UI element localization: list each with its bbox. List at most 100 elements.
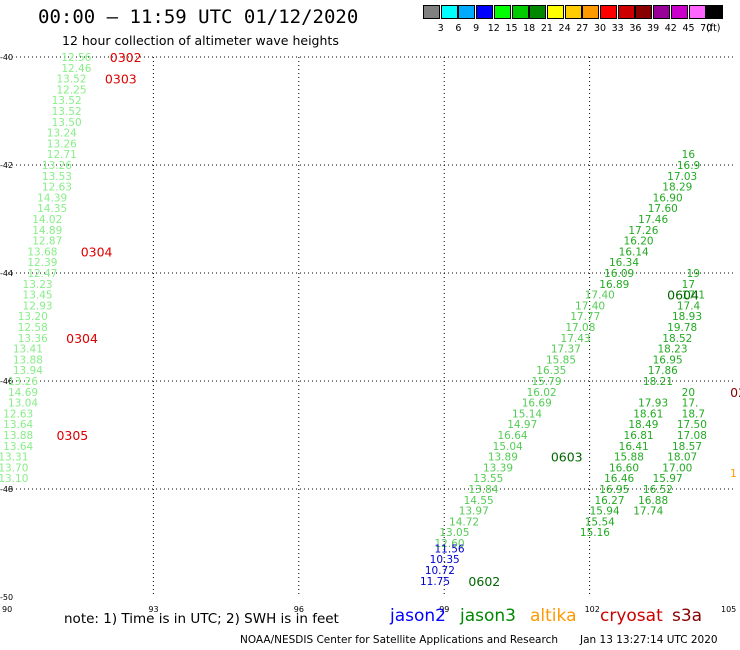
swh-point-jason3: 17.03 [667, 171, 697, 183]
colorbar-cell [582, 5, 600, 19]
grid-lines [8, 56, 735, 597]
page-subtitle: 12 hour collection of altimeter wave hei… [62, 33, 339, 48]
swh-point-jason3: 14.69 [8, 387, 38, 399]
swh-point-jason3: 12.58 [18, 322, 48, 334]
time-label: 0305 [56, 428, 88, 443]
swh-point-jason3: 13.26 [42, 160, 72, 172]
swh-point-jason3: 13.52 [52, 106, 82, 118]
swh-point-jason3: 13.23 [23, 279, 53, 291]
swh-point-jason3: 13.41 [13, 344, 43, 356]
swh-point-jason3: 18.07 [667, 452, 697, 464]
colorbar-label: 6 [455, 23, 462, 34]
swh-point-jason3: 13.04 [8, 398, 38, 410]
swh-point-jason3: 12.25 [56, 84, 86, 96]
swh-point-jason3: 13.97 [459, 506, 489, 518]
footer-credit: NOAA/NESDIS Center for Satellite Applica… [240, 634, 558, 646]
swh-point-jason3: 16.34 [609, 257, 639, 269]
time-label: 0304 [66, 331, 98, 346]
colorbar-label: 45 [682, 23, 695, 34]
time-label: 0604 [667, 288, 699, 303]
swh-point-jason3: 13.88 [3, 430, 33, 442]
colorbar-cell [635, 5, 653, 19]
swh-point-jason3: 17.46 [638, 214, 668, 226]
swh-point-jason3: 13.31 [0, 452, 28, 464]
page-title: 00:00 — 11:59 UTC 01/12/2020 [38, 6, 359, 28]
swh-point-jason3: 17.26 [628, 225, 658, 237]
swh-point-jason3: 16.89 [599, 279, 629, 291]
swh-point-jason3: 14.35 [37, 203, 67, 215]
swh-point-jason2: 11.56 [435, 543, 465, 555]
time-label: 0304 [81, 244, 113, 259]
colorbar-cell [706, 5, 724, 19]
swh-point-jason3: 17.43 [561, 333, 591, 345]
swh-point-jason3: 12.71 [47, 149, 77, 161]
swh-point-jason3: 16.46 [604, 473, 634, 485]
y-tick-label: -48 [0, 485, 13, 494]
swh-point-jason3: 16.02 [527, 387, 557, 399]
swh-point-jason3: 18.23 [657, 344, 687, 356]
colorbar-label: 36 [629, 23, 642, 34]
swh-point-jason3: 15.85 [546, 354, 576, 366]
swh-point-jason3: 17.50 [677, 419, 707, 431]
colorbar-label: 42 [664, 23, 677, 34]
swh-point-jason3: 13.52 [56, 74, 86, 86]
colorbar-label: 39 [647, 23, 660, 34]
footer-timestamp: Jan 13 13:27:14 UTC 2020 [580, 634, 718, 646]
swh-point-jason3: 13.64 [3, 419, 33, 431]
swh-point-jason3: 14.72 [449, 516, 479, 528]
swh-point-jason3: 13.45 [23, 290, 53, 302]
time-label: 0302 [110, 50, 142, 65]
swh-point-jason3: 17.00 [662, 462, 692, 474]
colorbar-cell [546, 5, 564, 19]
colorbar-cell [440, 5, 458, 19]
swh-point-jason3: 12.46 [61, 63, 91, 75]
swh-point-jason3: 17.86 [648, 365, 678, 377]
colorbar-label: 33 [611, 23, 624, 34]
swh-point-jason3: 13.55 [473, 473, 503, 485]
swh-point-jason3: 12.93 [23, 300, 53, 312]
colorbar-cell [600, 5, 617, 19]
swh-point-jason3: 17. [682, 398, 699, 410]
swh-point-jason3: 14.02 [32, 214, 62, 226]
swh-point-jason3: 16.27 [594, 495, 624, 507]
time-label: 02 [730, 385, 740, 400]
swh-point-jason3: 15.88 [614, 452, 644, 464]
swh-point-jason3: 13.36 [18, 333, 48, 345]
y-tick-label: -44 [0, 269, 13, 278]
swh-point-jason3: 19 [687, 268, 700, 280]
swh-point-jason3: 13.68 [27, 246, 57, 258]
data-points: 12.5612.4613.5212.2513.5213.5213.5013.24… [0, 52, 737, 588]
swh-point-jason3: 17 [682, 279, 695, 291]
swh-point-jason3: 18.52 [662, 333, 692, 345]
swh-point-jason3: 18.61 [633, 408, 663, 420]
swh-point-jason3: 12.56 [61, 52, 91, 64]
colorbar-cell [423, 5, 440, 19]
colorbar-label: 70 [700, 23, 713, 34]
swh-point-jason3: 15.16 [580, 527, 610, 539]
time-labels: 0302 0303 0304 0304 0305 0603 0604 0602 02 [56, 50, 740, 589]
swh-point-jason3: 15.79 [531, 376, 561, 388]
swh-point-jason3: 15.14 [512, 408, 542, 420]
colorbar-label: 9 [473, 23, 480, 34]
x-tick-label: 102 [585, 605, 600, 614]
legend-altika: altika [530, 606, 577, 626]
colorbar-label: 15 [505, 23, 518, 34]
x-tick-label: 90 [2, 605, 12, 614]
swh-point-jason3: 17.1 [682, 290, 705, 302]
colorbar-unit: (ft) [706, 23, 721, 34]
swh-point-jason3: 13.05 [439, 527, 469, 539]
x-tick-label: 93 [148, 605, 158, 614]
colorbar-cell [670, 5, 688, 19]
swh-point-jason3: 17.37 [551, 344, 581, 356]
swh-point-jason2: 10.72 [425, 565, 455, 577]
colorbar-cell [617, 5, 635, 19]
swh-point-jason3: 17.4 [677, 300, 701, 312]
swh-point-jason3: 13.39 [483, 462, 513, 474]
swh-point-jason3: 14.55 [464, 495, 494, 507]
x-tick-label: 96 [294, 605, 304, 614]
swh-point-jason3: 13.84 [468, 484, 498, 496]
legend-jason3: jason3 [460, 606, 516, 626]
colorbar-cell [564, 5, 582, 19]
swh-point-jason3: 13.26 [47, 138, 77, 150]
